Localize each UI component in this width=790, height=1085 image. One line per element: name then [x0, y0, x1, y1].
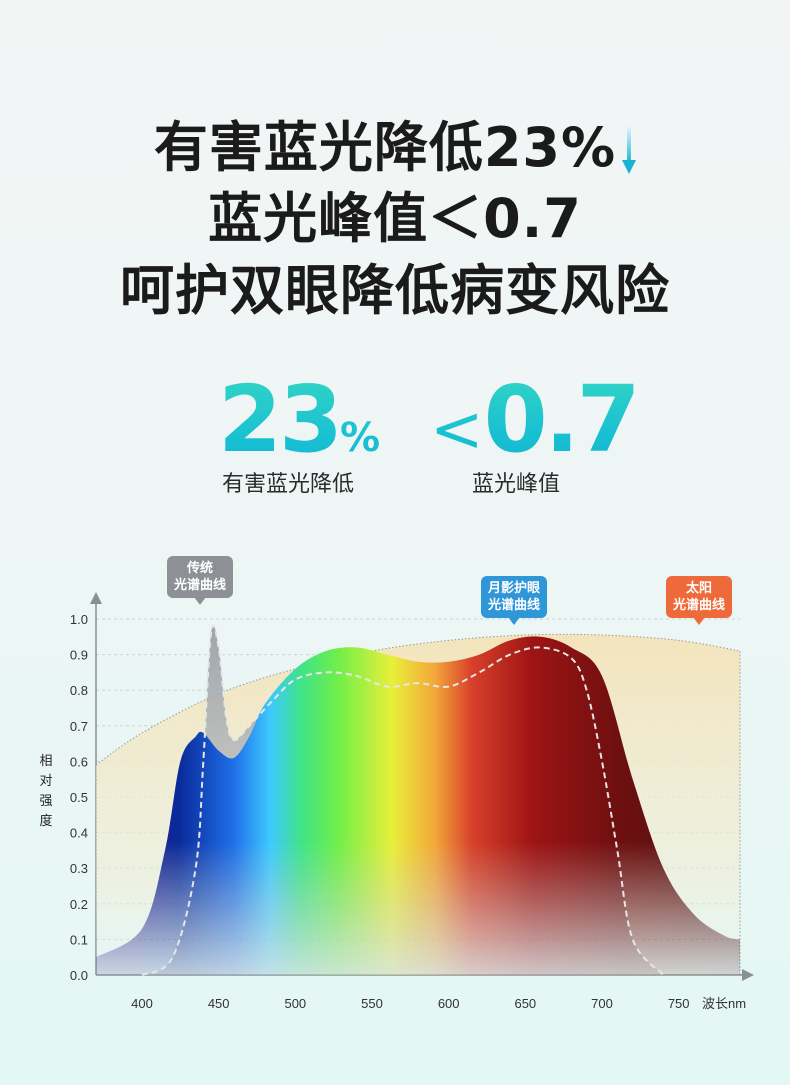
x-tick-label: 600	[438, 996, 460, 1011]
y-axis-arrow-icon	[90, 592, 102, 604]
arrow-down-icon	[622, 126, 637, 176]
x-tick-labels: 400 450 500 550 600 650 700 750	[131, 996, 689, 1011]
headline-line-2: 蓝光峰值＜0.7	[208, 187, 582, 250]
y-tick-labels: 0.0 0.1 0.2 0.3 0.4 0.5 0.6 0.7 0.8 0.9 1.0	[70, 612, 88, 983]
callout-traditional-line1: 传统	[187, 561, 214, 576]
x-tick-label: 400	[131, 996, 153, 1011]
traditional-spectrum-line	[141, 624, 665, 976]
y-tick-label: 0.8	[70, 683, 88, 698]
y-tick-label: 0.7	[70, 719, 88, 734]
y-axis-label-char: 相	[39, 754, 52, 769]
y-tick-label: 0.2	[70, 897, 88, 912]
x-axis-arrow-icon	[742, 969, 754, 981]
moonshadow-spectrum-area	[96, 636, 740, 975]
y-axis-label-char: 度	[39, 813, 52, 829]
x-tick-label: 650	[514, 996, 536, 1011]
y-tick-label: 0.0	[70, 968, 88, 983]
y-axis-label-char: 对	[39, 774, 52, 789]
stat-1-label: 有害蓝光降低	[221, 472, 354, 497]
callout-traditional-spectrum: 传统 光谱曲线	[167, 556, 234, 605]
callout-moonshadow-spectrum: 月影护眼 光谱曲线	[481, 576, 548, 625]
callout-moonshadow-line1: 月影护眼	[488, 581, 541, 596]
y-tick-label: 0.6	[70, 754, 88, 769]
x-tick-label: 750	[668, 996, 690, 1011]
callout-sun-line2: 光谱曲线	[673, 598, 726, 613]
callout-sun-spectrum: 太阳 光谱曲线	[666, 576, 733, 625]
y-tick-label: 0.3	[70, 861, 88, 876]
y-tick-label: 1.0	[70, 612, 88, 627]
y-tick-label: 0.9	[70, 648, 88, 663]
callout-traditional-line2: 光谱曲线	[174, 578, 227, 593]
callout-moonshadow-line2: 光谱曲线	[488, 598, 541, 613]
x-tick-label: 550	[361, 996, 383, 1011]
callout-sun-line1: 太阳	[686, 581, 713, 596]
headline-line-3: 呵护双眼降低病变风险	[120, 259, 670, 322]
headline-line-1: 有害蓝光降低23%	[0, 115, 790, 181]
y-axis-label-char: 强	[39, 794, 52, 809]
x-tick-label: 500	[284, 996, 306, 1011]
headline-line-1-text: 有害蓝光降低23%	[153, 116, 617, 179]
x-tick-label: 700	[591, 996, 613, 1011]
y-tick-label: 0.4	[70, 826, 88, 841]
y-tick-label: 0.5	[70, 790, 88, 805]
y-tick-label: 0.1	[70, 932, 88, 947]
x-tick-label: 450	[208, 996, 230, 1011]
stat-2-label: 蓝光峰值	[471, 472, 560, 497]
x-axis-label: 波长nm	[702, 996, 746, 1011]
